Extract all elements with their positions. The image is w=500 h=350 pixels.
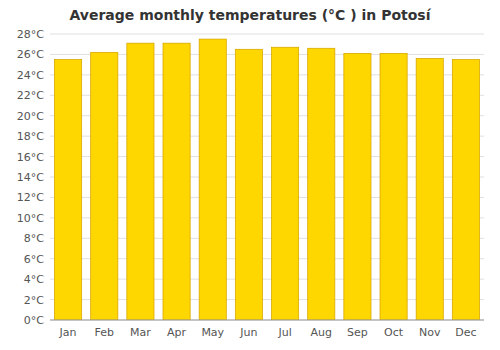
- y-tick-label: 20°C: [17, 110, 44, 123]
- y-tick-label: 18°C: [17, 130, 44, 143]
- y-tick-label: 0°C: [24, 314, 44, 327]
- bar: [163, 43, 190, 320]
- y-tick-label: 16°C: [17, 151, 44, 164]
- grid: [50, 34, 484, 320]
- x-tick-label: Feb: [95, 326, 114, 339]
- x-tick-label: Sep: [347, 326, 368, 339]
- grid-line: [50, 320, 484, 321]
- bars: [55, 39, 480, 320]
- y-tick-label: 24°C: [17, 69, 44, 82]
- y-tick-label: 12°C: [17, 191, 44, 204]
- bar: [55, 60, 82, 320]
- x-tick-label: Apr: [167, 326, 187, 339]
- y-axis: 0°C 2°C 4°C 6°C 8°C 10°C 12°C 14°C 16°C 18°C 20°C 2…: [17, 28, 44, 327]
- chart-container: Average monthly temperatures (°C ) in Po…: [0, 0, 500, 350]
- y-tick-label: 22°C: [17, 89, 44, 102]
- grid-line: [50, 34, 484, 35]
- bar: [127, 43, 154, 320]
- y-tick-label: 26°C: [17, 48, 44, 61]
- y-tick-label: 14°C: [17, 171, 44, 184]
- bar: [235, 49, 262, 320]
- x-tick-label: Aug: [311, 326, 332, 339]
- bar: [91, 52, 118, 320]
- x-axis: Jan Feb Mar Apr May Jun Jul Aug Sep Oct Nov Dec: [50, 320, 484, 339]
- bar: [308, 48, 335, 320]
- x-tick-label: Jan: [59, 326, 77, 339]
- bar: [272, 47, 299, 320]
- x-tick-label: Dec: [455, 326, 476, 339]
- x-tick-label: Jun: [239, 326, 257, 339]
- y-tick-label: 2°C: [24, 294, 44, 307]
- chart-svg: Average monthly temperatures (°C ) in Po…: [0, 0, 500, 350]
- chart-title: Average monthly temperatures (°C ) in Po…: [69, 7, 431, 23]
- y-tick-label: 10°C: [17, 212, 44, 225]
- x-tick-label: Jul: [277, 326, 291, 339]
- bar: [380, 53, 407, 320]
- x-tick-label: Oct: [384, 326, 404, 339]
- x-tick-label: Mar: [130, 326, 151, 339]
- x-tick-label: Nov: [419, 326, 441, 339]
- bar: [344, 53, 371, 320]
- y-tick-label: 28°C: [17, 28, 44, 41]
- bar: [452, 60, 479, 320]
- bar: [199, 39, 226, 320]
- x-tick-label: May: [201, 326, 224, 339]
- bar: [416, 59, 443, 320]
- y-tick-label: 4°C: [24, 273, 44, 286]
- y-tick-label: 8°C: [24, 232, 44, 245]
- x-axis-line: [50, 320, 484, 321]
- y-tick-label: 6°C: [24, 253, 44, 266]
